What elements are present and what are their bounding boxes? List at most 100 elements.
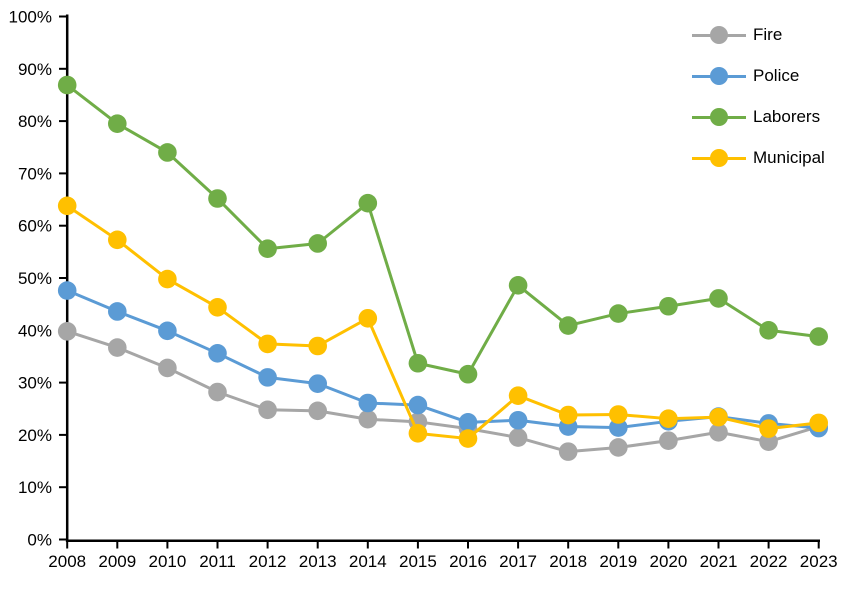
data-point-laborers-2011 xyxy=(208,189,227,208)
data-point-fire-2011 xyxy=(208,382,227,402)
legend-item-laborers: Laborers xyxy=(692,105,825,129)
data-point-laborers-2017 xyxy=(508,276,528,295)
data-point-fire-2018 xyxy=(558,442,578,461)
data-point-laborers-2008 xyxy=(57,75,77,95)
data-point-fire-2017 xyxy=(508,428,528,447)
data-point-police-2019 xyxy=(609,418,628,437)
x-axis-labels: 2008 2009 2010 2011 2012 2013 2014 2015 2016 2017… xyxy=(48,552,837,571)
data-point-police-2013 xyxy=(308,374,328,393)
data-point-laborers-2012 xyxy=(258,239,277,259)
data-point-municipal-2012 xyxy=(258,334,277,354)
data-point-municipal-2019 xyxy=(609,405,628,424)
data-point-fire-2022 xyxy=(759,432,778,451)
data-point-municipal-2023 xyxy=(809,413,828,433)
axes xyxy=(65,14,820,542)
data-point-laborers-2013 xyxy=(308,234,328,253)
y-tick-label: 100% xyxy=(9,8,52,27)
data-point-fire-2010 xyxy=(158,358,177,378)
data-point-fire-2008 xyxy=(57,322,77,341)
series-municipal xyxy=(57,196,828,448)
data-point-police-2011 xyxy=(208,344,227,363)
x-tick-label: 2011 xyxy=(199,552,236,571)
legend-item-police: Police xyxy=(692,64,825,88)
data-point-municipal-2018 xyxy=(558,405,578,425)
legend-label-municipal: Municipal xyxy=(753,148,825,167)
data-point-fire-2013 xyxy=(308,401,328,421)
data-point-laborers-2015 xyxy=(408,353,428,373)
data-point-police-2017 xyxy=(508,410,528,430)
series-municipal-line xyxy=(66,204,819,441)
y-tick-label: 80% xyxy=(18,112,52,131)
data-point-fire-2021 xyxy=(709,422,728,442)
x-tick-label: 2022 xyxy=(750,552,788,571)
data-point-municipal-2013 xyxy=(308,336,328,356)
y-tick-label: 40% xyxy=(18,321,52,340)
legend-item-fire: Fire xyxy=(692,23,825,47)
data-point-municipal-2015 xyxy=(408,424,428,443)
legend-dot-swatch xyxy=(710,149,728,167)
data-point-municipal-2017 xyxy=(508,386,528,405)
data-point-laborers-2018 xyxy=(558,316,578,335)
y-tick-label: 0% xyxy=(27,531,52,550)
y-tick-label: 20% xyxy=(18,426,52,445)
legend-line-swatch xyxy=(692,26,746,44)
data-point-police-2012 xyxy=(258,368,277,387)
legend-dot-swatch xyxy=(710,67,728,85)
y-tick-label: 60% xyxy=(18,217,52,236)
y-tick-label: 30% xyxy=(18,374,52,393)
data-point-municipal-2008 xyxy=(57,196,77,216)
legend: Fire Police Laborers Municipal xyxy=(692,23,825,187)
data-point-police-2014 xyxy=(358,393,378,413)
series-laborers-line xyxy=(66,83,819,376)
series-police-line xyxy=(66,289,819,430)
legend-label-police: Police xyxy=(753,66,800,85)
data-point-laborers-2021 xyxy=(709,289,728,308)
x-tick-label: 2013 xyxy=(299,552,337,571)
data-point-laborers-2010 xyxy=(158,143,177,162)
legend-dot-swatch xyxy=(710,108,728,126)
data-point-laborers-2009 xyxy=(108,114,127,134)
data-point-fire-2012 xyxy=(258,400,277,420)
data-point-police-2015 xyxy=(408,395,428,415)
data-point-laborers-2016 xyxy=(458,364,478,384)
data-point-police-2010 xyxy=(158,321,177,341)
y-tick-label: 10% xyxy=(18,478,52,497)
x-tick-label: 2018 xyxy=(549,552,587,571)
y-tick-label: 50% xyxy=(18,269,52,288)
data-point-fire-2019 xyxy=(609,438,628,457)
y-axis-ticks xyxy=(59,15,67,541)
data-point-municipal-2009 xyxy=(108,230,127,250)
x-tick-label: 2016 xyxy=(449,552,487,571)
data-point-laborers-2020 xyxy=(659,296,678,316)
series-fire-line xyxy=(66,329,820,454)
x-tick-label: 2019 xyxy=(599,552,637,571)
data-point-municipal-2021 xyxy=(709,407,728,427)
data-point-laborers-2023 xyxy=(809,327,828,346)
legend-label-laborers: Laborers xyxy=(753,107,821,126)
data-point-police-2016 xyxy=(458,413,478,432)
data-point-laborers-2019 xyxy=(609,304,628,323)
legend-line-swatch xyxy=(692,149,746,167)
x-tick-label: 2020 xyxy=(649,552,687,571)
x-tick-label: 2017 xyxy=(499,552,537,571)
legend-line-swatch xyxy=(692,108,746,126)
y-tick-label: 70% xyxy=(18,164,52,183)
data-point-municipal-2014 xyxy=(358,308,378,328)
legend-dot-swatch xyxy=(710,26,728,44)
legend-item-municipal: Municipal xyxy=(692,146,825,170)
y-tick-label: 90% xyxy=(18,60,52,79)
data-point-municipal-2016 xyxy=(458,429,478,448)
data-point-fire-2014 xyxy=(358,409,378,429)
series-laborers xyxy=(57,75,828,384)
x-tick-label: 2014 xyxy=(349,552,387,571)
x-tick-label: 2008 xyxy=(48,552,86,571)
x-tick-label: 2009 xyxy=(98,552,136,571)
data-point-fire-2009 xyxy=(108,338,127,357)
legend-label-fire: Fire xyxy=(753,25,783,44)
data-point-police-2008 xyxy=(57,281,77,300)
x-tick-label: 2023 xyxy=(800,552,838,571)
data-point-fire-2020 xyxy=(659,431,678,450)
data-point-laborers-2022 xyxy=(759,321,778,340)
